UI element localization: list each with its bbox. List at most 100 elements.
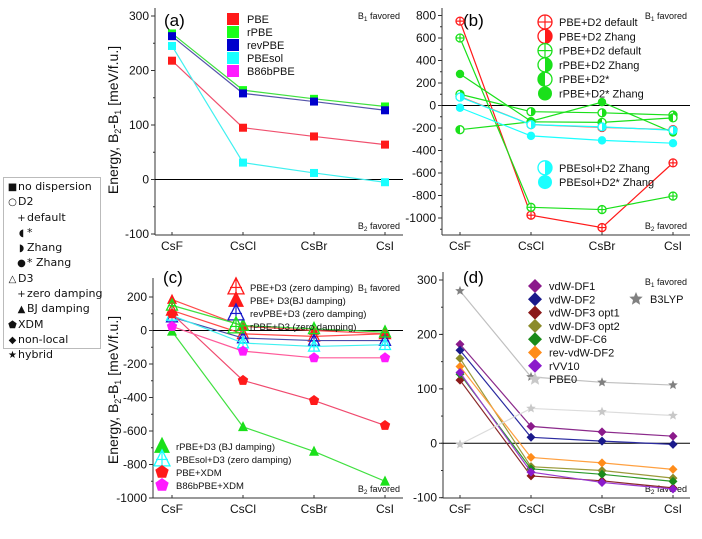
data-point bbox=[668, 113, 678, 123]
data-point bbox=[239, 89, 247, 98]
series-line bbox=[459, 372, 674, 490]
legend-marker bbox=[537, 57, 553, 73]
legend-marker bbox=[528, 372, 542, 385]
data-point bbox=[668, 191, 678, 201]
marker-key-label: D3 bbox=[18, 271, 34, 285]
legend-marker bbox=[227, 39, 239, 51]
legend-item: vdW-DF3 opt2 bbox=[528, 318, 620, 333]
legend-item: rPBE+D2 Zhang bbox=[537, 57, 639, 73]
legend-label: PBEsol+D2* Zhang bbox=[559, 177, 654, 189]
b2-subscript: 2 bbox=[364, 489, 368, 496]
b1-letter: B bbox=[358, 283, 364, 293]
y-tick-label: 200 bbox=[416, 76, 436, 90]
marker-key-glyph-icon: + bbox=[17, 289, 26, 301]
x-tick-label: CsBr bbox=[589, 502, 616, 516]
data-point bbox=[668, 439, 678, 449]
x-tick-label: CsBr bbox=[589, 239, 616, 253]
data-point bbox=[597, 436, 607, 446]
data-point bbox=[381, 178, 389, 187]
legend-marker bbox=[154, 436, 170, 453]
data-point bbox=[455, 103, 465, 112]
marker-key-glyph-icon: △ bbox=[8, 273, 17, 285]
x-tick-label: CsI bbox=[664, 502, 682, 516]
legend-label: rPBE+D3 (BJ damping) bbox=[176, 442, 275, 453]
y-axis-label-part: -B bbox=[105, 385, 121, 399]
data-point bbox=[526, 119, 536, 130]
legend-label: PBE+D3 (zero damping) bbox=[250, 283, 353, 294]
marker-key: ■no dispersion ○D2 +default ◖ * ◗ Zhang ●* Zhan… bbox=[3, 177, 102, 361]
legend-label: PBE+D2 default bbox=[559, 17, 638, 29]
x-tick-label: CsCl bbox=[518, 239, 544, 253]
legend-marker bbox=[537, 28, 553, 44]
data-point bbox=[455, 92, 465, 102]
data-point bbox=[597, 204, 607, 215]
data-point bbox=[307, 338, 321, 352]
legend-item: PBEsol+D2 Zhang bbox=[537, 160, 650, 176]
data-point bbox=[526, 403, 536, 413]
series-line bbox=[171, 45, 386, 183]
data-point bbox=[526, 452, 536, 462]
y-tick-label: 0 bbox=[140, 324, 147, 338]
data-point-half bbox=[531, 107, 535, 116]
data-point bbox=[668, 464, 678, 474]
legend-label: rPBE+D2 default bbox=[559, 46, 641, 58]
y-tick-label: 0 bbox=[429, 99, 436, 113]
x-tick-label: CsBr bbox=[301, 502, 328, 516]
data-point bbox=[526, 202, 536, 212]
data-point bbox=[381, 140, 389, 149]
series-line bbox=[171, 325, 385, 359]
panel-label: (d) bbox=[463, 268, 484, 287]
data-point bbox=[239, 123, 247, 132]
marker-key-glyph-icon: + bbox=[17, 212, 26, 224]
data-point bbox=[668, 125, 678, 135]
b2-favored-word: favored bbox=[370, 484, 400, 494]
legend-item: rVV10 bbox=[528, 358, 580, 373]
y-axis-label-part: -B bbox=[105, 115, 121, 129]
b1-favored-label: B1 favored bbox=[645, 277, 687, 289]
y-tick-label: 0 bbox=[142, 173, 149, 187]
series-pbe0 bbox=[455, 403, 678, 449]
legend-marker bbox=[528, 279, 542, 293]
marker-key-row: ⬟XDM bbox=[7, 318, 100, 333]
legend-item: PBE0 bbox=[528, 372, 577, 386]
legend-label: vdW-DF2 bbox=[549, 294, 595, 306]
y-tick-label: 800 bbox=[416, 9, 436, 23]
data-point bbox=[526, 371, 536, 381]
x-tick-label: CsI bbox=[376, 502, 394, 516]
data-point bbox=[310, 168, 318, 177]
series-line bbox=[171, 304, 386, 333]
data-point bbox=[237, 345, 249, 356]
data-point bbox=[526, 210, 536, 220]
y-tick-label: -1000 bbox=[405, 211, 436, 225]
data-point bbox=[597, 136, 607, 145]
marker-key-label: hybrid bbox=[18, 348, 54, 362]
series-pbesol-d2-zhang bbox=[455, 92, 678, 135]
data-point bbox=[310, 132, 318, 141]
legend-label: PBEsol+D3 (zero damping) bbox=[176, 455, 291, 466]
data-point bbox=[597, 406, 607, 416]
marker-key-label: D2 bbox=[18, 195, 34, 209]
data-point-outline bbox=[307, 321, 321, 335]
data-point bbox=[455, 368, 465, 378]
series-line bbox=[459, 290, 674, 386]
b2-favored-word: favored bbox=[370, 221, 400, 231]
data-point bbox=[378, 336, 392, 351]
legend-marker bbox=[155, 478, 169, 491]
b2-subscript: 2 bbox=[651, 489, 655, 496]
data-point bbox=[310, 97, 318, 106]
data-point-outline bbox=[378, 324, 392, 338]
legend-marker bbox=[537, 14, 553, 30]
data-point bbox=[455, 339, 465, 349]
series-line bbox=[459, 117, 674, 131]
legend-marker bbox=[528, 332, 542, 347]
legend-label: vdW-DF-C6 bbox=[549, 334, 607, 346]
series-line bbox=[459, 96, 674, 131]
marker-key-glyph-icon: ◆ bbox=[8, 334, 17, 346]
legend-marker bbox=[538, 86, 552, 101]
data-point bbox=[668, 138, 678, 148]
legend-label: rPBE bbox=[247, 27, 273, 39]
legend-marker-half bbox=[538, 72, 545, 87]
data-point bbox=[455, 439, 465, 449]
data-point bbox=[168, 56, 176, 65]
